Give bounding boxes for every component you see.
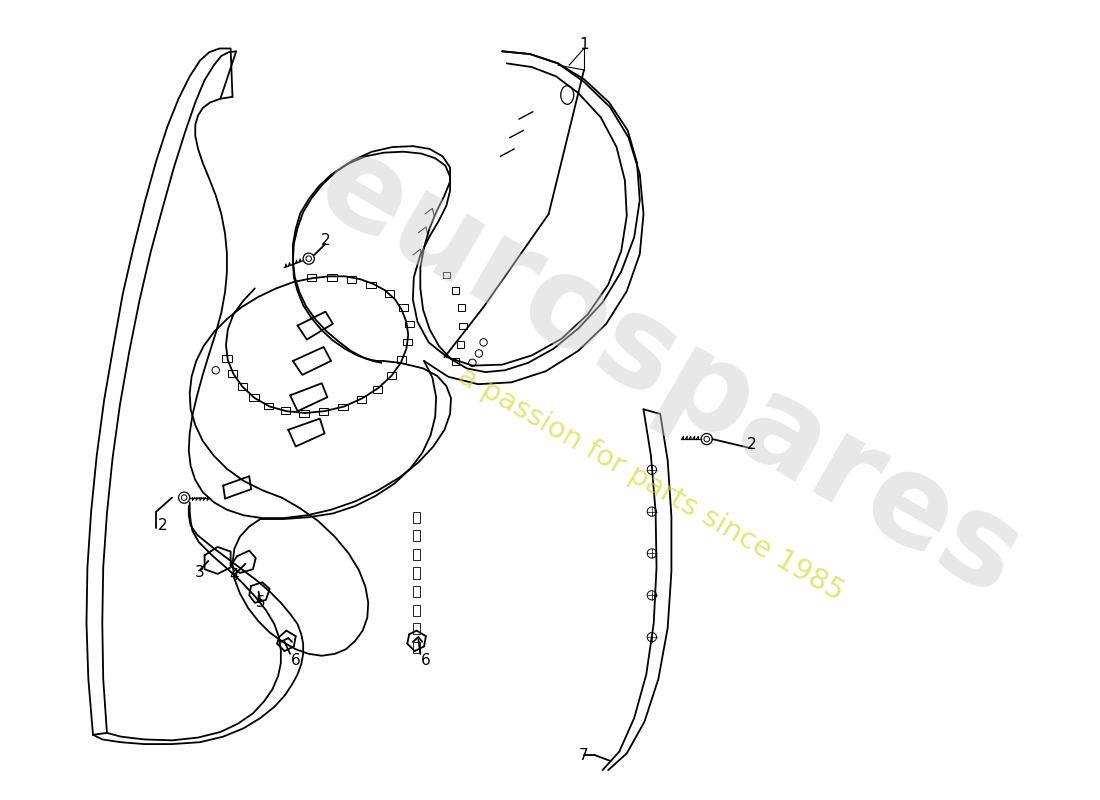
Bar bbox=[385, 290, 394, 297]
Bar bbox=[319, 408, 328, 415]
Text: a passion for parts since 1985: a passion for parts since 1985 bbox=[453, 362, 849, 606]
Bar bbox=[460, 323, 466, 330]
Bar bbox=[412, 549, 420, 560]
Bar bbox=[250, 394, 258, 401]
Text: eurospares: eurospares bbox=[297, 122, 1042, 622]
Bar bbox=[452, 358, 460, 365]
Bar bbox=[456, 342, 464, 348]
Bar bbox=[328, 274, 337, 281]
Bar bbox=[442, 272, 450, 278]
Bar bbox=[412, 605, 420, 616]
Bar bbox=[412, 530, 420, 542]
Bar bbox=[403, 338, 412, 345]
Bar bbox=[373, 386, 382, 393]
Text: 2: 2 bbox=[747, 437, 756, 452]
Bar bbox=[222, 355, 232, 362]
Text: 7: 7 bbox=[580, 748, 588, 762]
Bar bbox=[397, 356, 406, 363]
Bar bbox=[228, 370, 238, 377]
Bar bbox=[452, 287, 460, 294]
Text: 4: 4 bbox=[230, 568, 239, 583]
Bar bbox=[280, 407, 290, 414]
Bar bbox=[412, 511, 420, 522]
Text: 2: 2 bbox=[158, 518, 167, 533]
Bar bbox=[387, 372, 396, 378]
Bar bbox=[264, 402, 274, 410]
Bar bbox=[412, 623, 420, 634]
Bar bbox=[399, 304, 408, 310]
Text: 2: 2 bbox=[321, 233, 330, 247]
Bar bbox=[307, 274, 316, 281]
Bar bbox=[412, 567, 420, 578]
Text: 3: 3 bbox=[195, 566, 205, 581]
Bar bbox=[412, 586, 420, 597]
Bar bbox=[366, 282, 376, 289]
Text: 5: 5 bbox=[255, 595, 265, 610]
Bar bbox=[358, 396, 366, 402]
Bar bbox=[346, 276, 356, 283]
Text: 1: 1 bbox=[580, 38, 588, 52]
Bar bbox=[238, 383, 248, 390]
Bar bbox=[405, 321, 414, 327]
Text: 6: 6 bbox=[421, 653, 431, 668]
Bar bbox=[339, 404, 348, 410]
Bar bbox=[458, 304, 465, 310]
Bar bbox=[412, 642, 420, 653]
Text: 6: 6 bbox=[290, 653, 300, 668]
Bar bbox=[299, 410, 309, 417]
